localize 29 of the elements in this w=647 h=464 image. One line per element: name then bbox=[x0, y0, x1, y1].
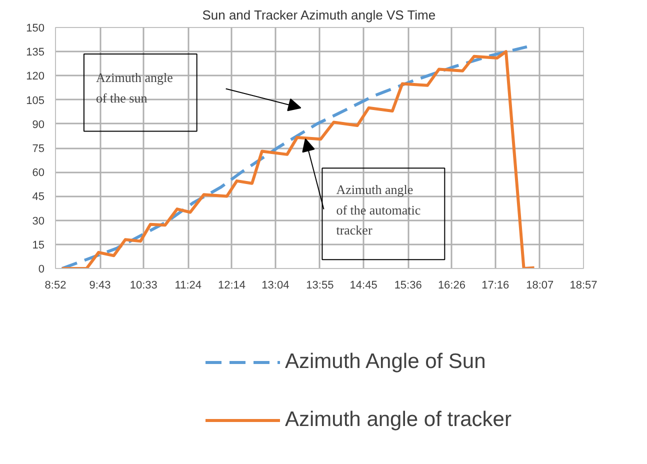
x-tick-label: 13:04 bbox=[262, 280, 290, 292]
x-tick-label: 10:33 bbox=[130, 280, 158, 292]
y-tick-label: 45 bbox=[32, 191, 45, 204]
x-tick-label: 18:07 bbox=[526, 280, 554, 292]
legend-label: Azimuth angle of tracker bbox=[285, 408, 512, 432]
chart-title: Sun and Tracker Azimuth angle VS Time bbox=[202, 8, 436, 22]
y-tick-label: 75 bbox=[32, 143, 45, 155]
y-tick-label: 90 bbox=[32, 118, 45, 131]
y-tick-label: 0 bbox=[38, 264, 45, 276]
y-tick-label: 30 bbox=[32, 215, 45, 228]
x-tick-label: 18:57 bbox=[570, 280, 598, 292]
x-tick-label: 11:24 bbox=[174, 280, 202, 292]
y-tick-label: 105 bbox=[26, 94, 45, 107]
x-tick-label: 9:43 bbox=[89, 280, 111, 292]
y-tick-label: 135 bbox=[26, 46, 45, 59]
legend-label: Azimuth Angle of Sun bbox=[285, 350, 486, 374]
x-tick-label: 14:45 bbox=[350, 280, 378, 292]
y-tick-label: 15 bbox=[32, 239, 45, 252]
x-tick-label: 13:55 bbox=[306, 280, 334, 292]
x-tick-label: 16:26 bbox=[438, 280, 466, 292]
annotation: Azimuth angle of the automatic tracker bbox=[336, 182, 421, 238]
annotation: Azimuth angle of the sun bbox=[96, 70, 174, 106]
y-tick-label: 120 bbox=[26, 70, 45, 83]
y-tick-label: 150 bbox=[26, 22, 45, 34]
x-tick-label: 12:14 bbox=[218, 280, 246, 292]
x-tick-label: 8:52 bbox=[44, 280, 66, 292]
x-tick-label: 15:36 bbox=[394, 280, 422, 292]
y-tick-label: 60 bbox=[32, 167, 45, 180]
x-tick-label: 17:16 bbox=[482, 280, 510, 292]
